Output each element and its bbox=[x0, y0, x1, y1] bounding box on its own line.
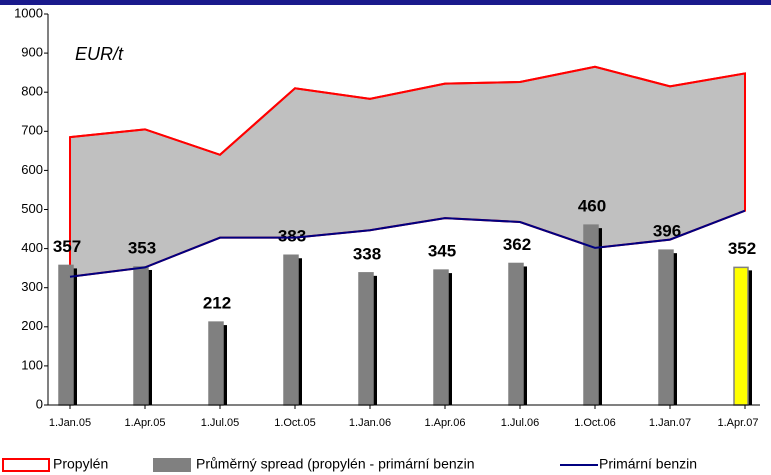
legend-swatch bbox=[2, 458, 50, 472]
legend-label: Propylén bbox=[53, 456, 108, 472]
x-tick-label: 1.Oct.06 bbox=[574, 417, 616, 429]
area bbox=[69, 65, 746, 278]
y-tick-label: 0 bbox=[36, 396, 43, 411]
bar bbox=[58, 264, 74, 406]
line bbox=[69, 209, 746, 278]
x-tick-label: 1.Jan.05 bbox=[49, 417, 91, 429]
value-label: 353 bbox=[128, 238, 156, 257]
value-label: 383 bbox=[278, 227, 306, 246]
y-tick-label: 200 bbox=[21, 318, 43, 333]
x-tick-label: 1.Jul.06 bbox=[501, 417, 540, 429]
y-tick-label: 100 bbox=[21, 357, 43, 372]
unit-label: EUR/t bbox=[75, 44, 124, 64]
bar bbox=[658, 249, 674, 406]
top-band bbox=[0, 0, 771, 5]
y-tick-label: 300 bbox=[21, 279, 43, 294]
x-tick-label: 1.Jul.05 bbox=[201, 417, 240, 429]
value-label: 396 bbox=[653, 222, 681, 241]
y-tick-label: 600 bbox=[21, 162, 43, 177]
bar bbox=[508, 262, 524, 406]
bar bbox=[133, 266, 149, 406]
bar bbox=[733, 266, 749, 406]
bar bbox=[208, 321, 224, 406]
value-label: 212 bbox=[203, 294, 231, 313]
value-label: 352 bbox=[728, 239, 756, 258]
y-tick-label: 900 bbox=[21, 45, 43, 60]
x-tick-label: 1.Apr.07 bbox=[718, 417, 759, 429]
legend-swatch bbox=[153, 458, 191, 472]
value-label: 338 bbox=[353, 244, 381, 263]
bar bbox=[433, 269, 449, 406]
line bbox=[69, 65, 746, 156]
x-tick-label: 1.Jan.06 bbox=[349, 417, 391, 429]
value-label: 357 bbox=[53, 237, 81, 256]
y-tick-label: 700 bbox=[21, 123, 43, 138]
x-tick-label: 1.Apr.05 bbox=[125, 417, 166, 429]
value-label: 460 bbox=[578, 197, 606, 216]
bar bbox=[583, 224, 599, 406]
x-tick-label: 1.Apr.06 bbox=[425, 417, 466, 429]
y-tick-label: 500 bbox=[21, 201, 43, 216]
bar bbox=[358, 272, 374, 406]
legend-label: Primární benzin bbox=[599, 456, 697, 472]
y-tick-label: 400 bbox=[21, 240, 43, 255]
x-tick-label: 1.Jan.07 bbox=[649, 417, 691, 429]
legend-label: Průměrný spread (propylén - primární ben… bbox=[196, 456, 475, 472]
value-label: 362 bbox=[503, 235, 531, 254]
y-tick-label: 800 bbox=[21, 84, 43, 99]
value-label: 345 bbox=[428, 242, 456, 261]
y-tick-label: 1000 bbox=[14, 5, 43, 20]
bar bbox=[283, 254, 299, 406]
x-tick-label: 1.Oct.05 bbox=[274, 417, 316, 429]
